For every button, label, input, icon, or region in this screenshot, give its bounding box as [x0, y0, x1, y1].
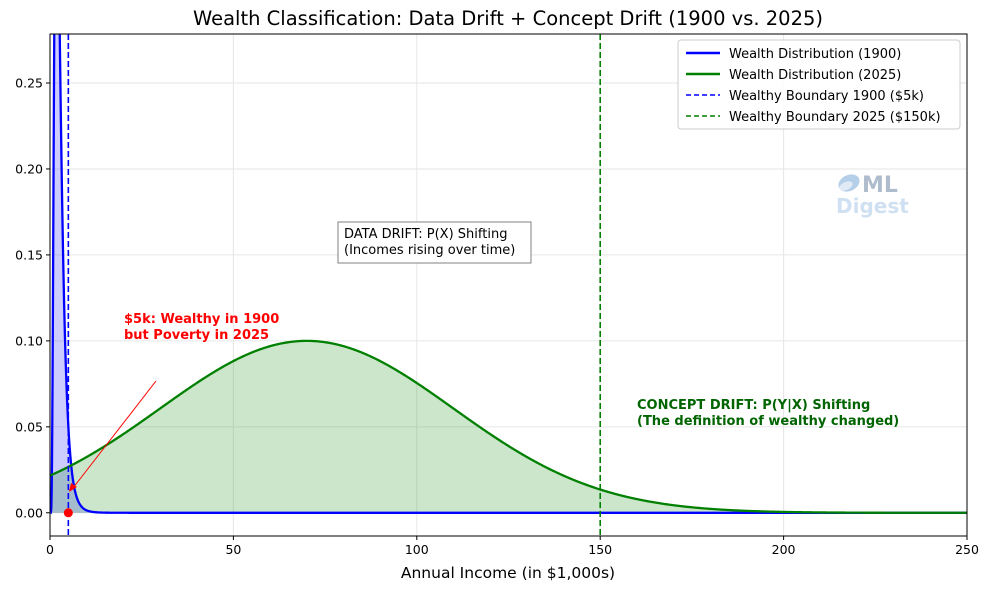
- y-axis: 0.00 0.05 0.10 0.15 0.20 0.25: [15, 75, 50, 520]
- concept-drift-line2: (The definition of wealthy changed): [637, 414, 899, 429]
- series-line-1900: [50, 34, 967, 514]
- legend-label-boundary-1900: Wealthy Boundary 1900 ($5k): [729, 89, 924, 104]
- watermark: ML Digest: [836, 173, 909, 218]
- y-tick-label: 0.15: [15, 247, 43, 262]
- legend-label-1900: Wealth Distribution (1900): [729, 47, 901, 62]
- data-drift-annotation: DATA DRIFT: P(X) Shifting (Incomes risin…: [337, 221, 532, 264]
- series-line-2025: [50, 339, 967, 514]
- y-tick-label: 0.20: [15, 161, 43, 176]
- five-k-arrow: [72, 380, 157, 489]
- y-tick-label: 0.05: [15, 419, 43, 434]
- y-tick-label: 0.00: [15, 505, 43, 520]
- legend-box: [677, 39, 961, 130]
- x-tick-label: 150: [588, 542, 612, 557]
- x-tick-label: 250: [955, 542, 979, 557]
- x-tick-label: 200: [772, 542, 796, 557]
- x-tick-label: 0: [46, 542, 54, 557]
- concept-drift-line1: CONCEPT DRIFT: P(Y|X) Shifting: [637, 398, 870, 413]
- x-tick-label: 50: [225, 542, 241, 557]
- x-tick-label: 100: [405, 542, 429, 557]
- ml-logo-icon: [838, 174, 860, 192]
- y-tick-label: 0.10: [15, 333, 43, 348]
- y-tick-label: 0.25: [15, 75, 43, 90]
- five-k-annotation: $5k: Wealthy in 1900 but Poverty in 2025: [69, 312, 279, 492]
- watermark-line2: Digest: [836, 194, 909, 218]
- fill-2025: [50, 340, 967, 513]
- plot-frame: [49, 33, 968, 537]
- five-k-line2: but Poverty in 2025: [124, 328, 269, 343]
- data-drift-box: [337, 221, 532, 264]
- legend-label-2025: Wealth Distribution (2025): [729, 68, 901, 83]
- five-k-line1: $5k: Wealthy in 1900: [124, 312, 279, 327]
- x-axis: 0 50 100 150 200 250: [46, 536, 979, 557]
- legend-label-boundary-2025: Wealthy Boundary 2025 ($150k): [729, 110, 941, 125]
- x-axis-label: Annual Income (in $1,000s): [401, 564, 615, 582]
- legend: Wealth Distribution (1900) Wealth Distri…: [677, 39, 961, 130]
- data-drift-line2: (Incomes rising over time): [344, 243, 515, 258]
- data-drift-line1: DATA DRIFT: P(X) Shifting: [344, 227, 507, 242]
- boundary-marker: [63, 508, 73, 518]
- five-k-arrowhead: [69, 483, 77, 492]
- chart-title: Wealth Classification: Data Drift + Conc…: [193, 7, 823, 30]
- watermark-line1: ML: [862, 173, 898, 198]
- concept-drift-annotation: CONCEPT DRIFT: P(Y|X) Shifting (The defi…: [637, 398, 899, 429]
